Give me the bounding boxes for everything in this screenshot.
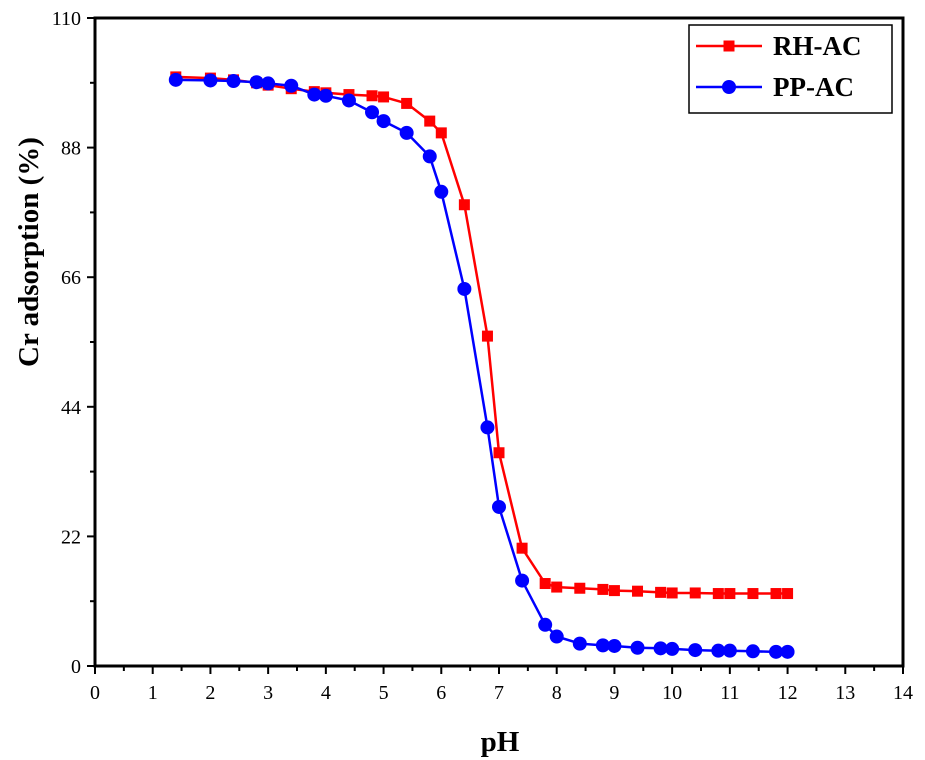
data-point-rh-ac	[481, 330, 493, 342]
data-point-rh-ac	[655, 586, 667, 598]
data-point-pp-ac	[549, 629, 564, 644]
data-point-pp-ac	[422, 149, 437, 164]
data-point-rh-ac	[516, 542, 528, 554]
data-point-pp-ac	[780, 644, 795, 659]
data-point-pp-ac	[318, 88, 333, 103]
legend: RH-AC PP-AC	[688, 24, 893, 114]
data-point-rh-ac	[574, 582, 586, 594]
data-point-pp-ac	[480, 420, 495, 435]
y-tick-label: 44	[61, 397, 81, 419]
data-point-pp-ac	[745, 644, 760, 659]
x-tick-label: 0	[90, 682, 100, 704]
data-point-pp-ac	[688, 643, 703, 658]
data-point-rh-ac	[608, 585, 620, 597]
data-point-pp-ac	[711, 643, 726, 658]
data-point-pp-ac	[307, 87, 322, 102]
legend-label-pp-ac: PP-AC	[773, 72, 854, 102]
data-point-rh-ac	[493, 447, 505, 459]
data-point-rh-ac	[712, 588, 724, 600]
legend-label-rh-ac: RH-AC	[773, 31, 862, 61]
data-point-rh-ac	[401, 97, 413, 109]
data-point-rh-ac	[747, 588, 759, 600]
data-point-pp-ac	[538, 617, 553, 632]
plot-frame-border	[93, 16, 905, 668]
x-tick-label: 12	[778, 682, 798, 704]
series-pp-ac	[168, 72, 795, 659]
data-point-pp-ac	[653, 641, 668, 656]
y-tick-label: 22	[61, 526, 81, 548]
data-point-pp-ac	[168, 72, 183, 87]
data-point-rh-ac	[551, 581, 563, 593]
data-point-pp-ac	[515, 573, 530, 588]
x-tick-label: 6	[436, 682, 446, 704]
x-tick-label: 9	[609, 682, 619, 704]
series-line-rh-ac	[175, 75, 788, 595]
data-point-pp-ac	[203, 73, 218, 88]
y-tick-label: 88	[61, 138, 81, 160]
data-point-pp-ac	[284, 78, 299, 93]
data-point-pp-ac	[226, 74, 241, 89]
data-point-pp-ac	[341, 93, 356, 108]
data-point-rh-ac	[632, 585, 644, 597]
data-point-rh-ac	[366, 90, 378, 102]
x-tick-label: 5	[379, 682, 389, 704]
data-point-pp-ac	[249, 75, 264, 90]
x-tick-label: 2	[205, 682, 215, 704]
data-point-pp-ac	[769, 644, 784, 659]
data-point-rh-ac	[689, 587, 701, 599]
data-point-pp-ac	[607, 638, 622, 653]
data-point-pp-ac	[492, 499, 506, 514]
data-point-pp-ac	[665, 641, 680, 656]
data-point-rh-ac	[424, 115, 436, 127]
x-tick-label: 7	[494, 682, 504, 704]
plot-frame	[93, 16, 905, 668]
legend-marker-rh-ac	[723, 40, 735, 52]
data-point-pp-ac	[434, 184, 449, 199]
data-point-rh-ac	[782, 588, 794, 600]
data-point-rh-ac	[458, 199, 470, 211]
series-line-pp-ac	[175, 78, 788, 654]
x-tick-label: 1	[148, 682, 158, 704]
y-axis-title: Cr adsorption (%)	[13, 137, 45, 367]
data-point-rh-ac	[666, 587, 678, 599]
data-point-pp-ac	[261, 76, 276, 91]
x-tick-label: 4	[321, 682, 331, 704]
data-point-rh-ac	[378, 91, 390, 103]
legend-marker-pp-ac	[722, 80, 736, 94]
data-point-rh-ac	[724, 588, 736, 600]
y-tick-label: 110	[52, 8, 81, 30]
x-tick-label: 3	[263, 682, 273, 704]
x-tick-label: 14	[893, 682, 913, 704]
x-axis-title: pH	[481, 726, 520, 758]
y-tick-label: 66	[61, 267, 81, 289]
data-point-rh-ac	[597, 583, 609, 595]
x-tick-label: 13	[835, 682, 855, 704]
data-point-rh-ac	[770, 588, 782, 600]
data-point-rh-ac	[539, 578, 551, 590]
data-point-pp-ac	[365, 105, 380, 120]
y-tick-label: 0	[71, 656, 81, 678]
series-group	[168, 71, 795, 659]
series-rh-ac	[170, 71, 794, 600]
data-point-pp-ac	[722, 643, 737, 658]
legend-box	[688, 24, 893, 114]
data-point-rh-ac	[435, 127, 447, 139]
x-tick-label: 10	[662, 682, 682, 704]
data-point-pp-ac	[399, 125, 414, 140]
x-tick-label: 11	[720, 682, 739, 704]
data-point-pp-ac	[595, 638, 610, 653]
data-point-pp-ac	[376, 114, 391, 129]
data-point-pp-ac	[457, 281, 472, 296]
data-point-pp-ac	[630, 640, 645, 655]
data-point-pp-ac	[572, 636, 587, 651]
x-tick-label: 8	[552, 682, 562, 704]
